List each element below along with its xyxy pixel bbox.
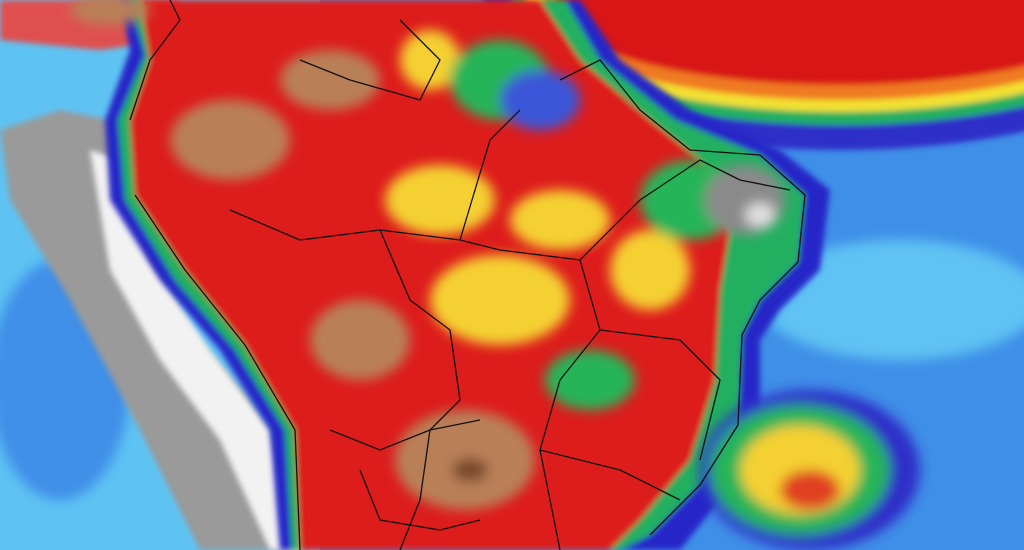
patch-brown (280, 50, 380, 110)
patch-yellow (385, 165, 495, 235)
patch-dark-brown (452, 458, 488, 482)
patch-blue (500, 70, 580, 130)
band-red (555, 0, 1024, 85)
patch-brown (170, 100, 290, 180)
borders (129, 0, 806, 550)
border (229, 209, 581, 261)
border (129, 0, 181, 121)
border (579, 159, 791, 261)
patch-brown (310, 300, 410, 380)
patch-grey (705, 165, 785, 235)
ocean-patch (760, 240, 1024, 360)
patch-yellow (510, 190, 610, 250)
patch-yellow (400, 30, 460, 90)
coastline (559, 59, 806, 536)
patch-yellow (430, 255, 570, 345)
border (134, 194, 301, 550)
border (539, 449, 681, 501)
border (539, 259, 601, 550)
patch-white (745, 203, 775, 227)
border (299, 19, 441, 101)
border (379, 229, 461, 550)
patch-green (545, 350, 635, 410)
patches (70, 0, 785, 510)
cluster-red (780, 470, 840, 510)
border (459, 109, 521, 241)
patch-yellow (610, 230, 690, 310)
border (329, 419, 481, 451)
border (359, 469, 481, 531)
patch-brown (70, 0, 150, 25)
border (599, 329, 721, 461)
offshore-cluster (700, 390, 920, 550)
